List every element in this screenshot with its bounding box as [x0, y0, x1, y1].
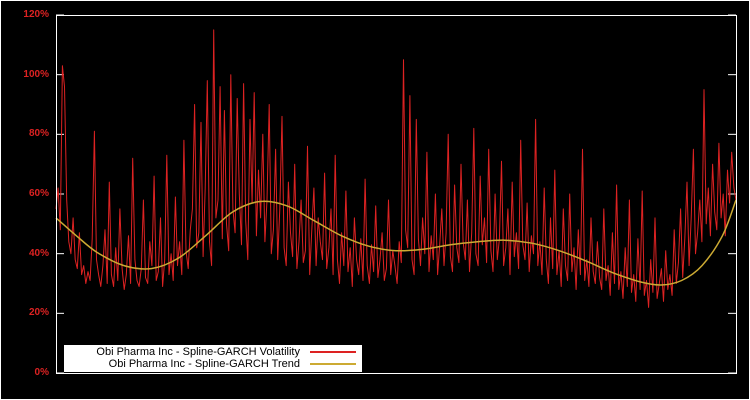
y-axis-tick-label-100: 100%	[23, 69, 49, 80]
axis-ticks	[56, 14, 736, 374]
y-axis-tick-label-80: 80%	[28, 128, 49, 139]
plot-border	[56, 15, 737, 374]
y-axis-tick-label-40: 40%	[28, 248, 49, 259]
legend-line-sample-volatility	[310, 351, 356, 353]
legend-line-sample-trend	[310, 363, 356, 365]
legend-label-volatility: Obi Pharma Inc - Spline-GARCH Volatility	[96, 346, 300, 358]
legend-entry-volatility: Obi Pharma Inc - Spline-GARCH Volatility	[70, 346, 356, 358]
legend-label-trend: Obi Pharma Inc - Spline-GARCH Trend	[108, 358, 300, 370]
y-axis-tick-label-60: 60%	[28, 188, 49, 199]
legend-entry-trend: Obi Pharma Inc - Spline-GARCH Trend	[70, 358, 356, 370]
y-axis-tick-label-120: 120%	[23, 9, 49, 20]
y-axis-tick-label-20: 20%	[28, 307, 49, 318]
volatility-line	[55, 29, 737, 308]
trend-line	[55, 199, 737, 286]
legend: Obi Pharma Inc - Spline-GARCH Volatility…	[64, 345, 362, 372]
y-axis-tick-label-0: 0%	[34, 367, 49, 378]
